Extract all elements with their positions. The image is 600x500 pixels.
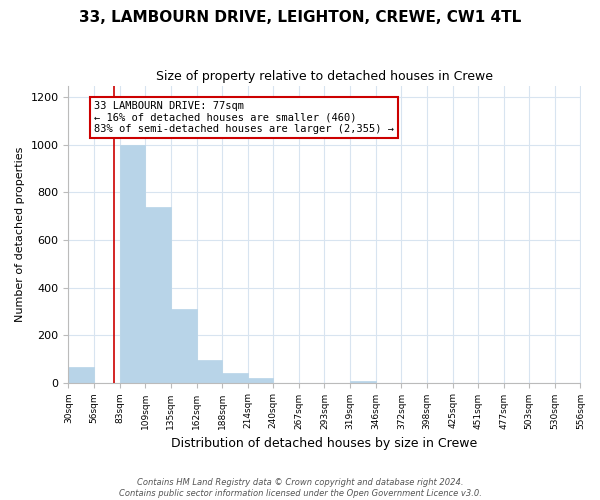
Bar [197, 360, 222, 382]
Bar [248, 378, 273, 382]
Text: Contains HM Land Registry data © Crown copyright and database right 2024.
Contai: Contains HM Land Registry data © Crown c… [119, 478, 481, 498]
Bar [170, 309, 197, 382]
Bar [68, 367, 94, 382]
X-axis label: Distribution of detached houses by size in Crewe: Distribution of detached houses by size … [172, 437, 478, 450]
Text: 33, LAMBOURN DRIVE, LEIGHTON, CREWE, CW1 4TL: 33, LAMBOURN DRIVE, LEIGHTON, CREWE, CW1… [79, 10, 521, 25]
Bar [222, 373, 248, 382]
Bar [145, 206, 170, 382]
Bar [120, 145, 145, 382]
Title: Size of property relative to detached houses in Crewe: Size of property relative to detached ho… [156, 70, 493, 83]
Text: 33 LAMBOURN DRIVE: 77sqm
← 16% of detached houses are smaller (460)
83% of semi-: 33 LAMBOURN DRIVE: 77sqm ← 16% of detach… [94, 101, 394, 134]
Y-axis label: Number of detached properties: Number of detached properties [15, 146, 25, 322]
